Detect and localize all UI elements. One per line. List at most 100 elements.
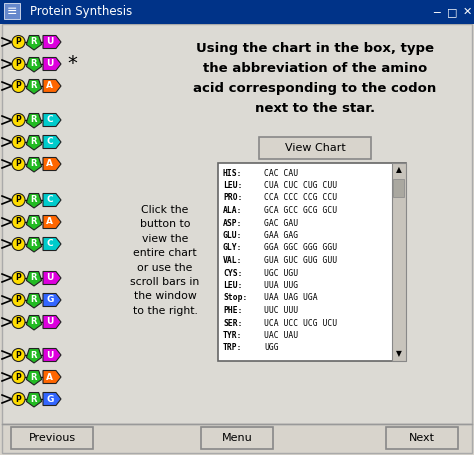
Text: PRO:: PRO:: [223, 193, 243, 202]
Polygon shape: [43, 216, 61, 228]
Circle shape: [12, 193, 25, 207]
Text: R: R: [31, 81, 37, 91]
Text: P: P: [16, 60, 21, 69]
Polygon shape: [27, 272, 42, 286]
Text: C: C: [46, 137, 53, 147]
Text: G: G: [46, 295, 54, 304]
Text: P: P: [16, 350, 21, 359]
Text: CAC CAU: CAC CAU: [264, 168, 298, 177]
Text: SER:: SER:: [223, 318, 243, 328]
FancyBboxPatch shape: [4, 3, 20, 19]
Polygon shape: [27, 193, 42, 208]
Polygon shape: [43, 272, 61, 284]
Text: GLY:: GLY:: [223, 243, 243, 253]
Text: TYR:: TYR:: [223, 331, 243, 340]
Circle shape: [12, 370, 25, 384]
Text: LEU:: LEU:: [223, 181, 243, 190]
FancyBboxPatch shape: [259, 137, 371, 159]
Text: the abbreviation of the amino: the abbreviation of the amino: [203, 62, 427, 75]
Text: GUA GUC GUG GUU: GUA GUC GUG GUU: [264, 256, 337, 265]
Polygon shape: [27, 370, 42, 385]
Circle shape: [12, 157, 25, 171]
Text: A: A: [46, 160, 54, 168]
Text: A: A: [46, 217, 54, 227]
Text: ▲: ▲: [396, 166, 402, 175]
Text: R: R: [31, 160, 37, 168]
Circle shape: [12, 238, 25, 251]
Text: ▼: ▼: [396, 349, 402, 359]
Text: U: U: [46, 350, 54, 359]
Text: *: *: [67, 55, 77, 74]
Text: UUC UUU: UUC UUU: [264, 306, 298, 315]
Text: Menu: Menu: [222, 433, 252, 443]
Text: R: R: [31, 373, 37, 381]
Text: P: P: [16, 239, 21, 248]
Text: GCA GCC GCG GCU: GCA GCC GCG GCU: [264, 206, 337, 215]
Polygon shape: [43, 113, 61, 126]
Polygon shape: [43, 136, 61, 148]
Circle shape: [12, 393, 25, 405]
Text: P: P: [16, 81, 21, 91]
Polygon shape: [43, 80, 61, 92]
Text: UAC UAU: UAC UAU: [264, 331, 298, 340]
Polygon shape: [27, 136, 42, 150]
Text: U: U: [46, 318, 54, 327]
Text: Protein Synthesis: Protein Synthesis: [30, 5, 132, 19]
Text: ALA:: ALA:: [223, 206, 243, 215]
Text: R: R: [31, 196, 37, 204]
Text: UAA UAG UGA: UAA UAG UGA: [264, 293, 318, 303]
Text: CCA CCC CCG CCU: CCA CCC CCG CCU: [264, 193, 337, 202]
Text: CUA CUC CUG CUU: CUA CUC CUG CUU: [264, 181, 337, 190]
Polygon shape: [27, 293, 42, 308]
Polygon shape: [27, 157, 42, 172]
Text: C: C: [46, 116, 53, 125]
Text: UGC UGU: UGC UGU: [264, 268, 298, 278]
Text: G: G: [46, 394, 54, 404]
Circle shape: [12, 315, 25, 329]
Text: UGG: UGG: [264, 344, 279, 353]
Polygon shape: [27, 80, 42, 94]
Text: P: P: [16, 273, 21, 283]
Text: R: R: [31, 239, 37, 248]
Text: Next: Next: [409, 433, 435, 443]
Text: ≡: ≡: [7, 5, 17, 19]
Text: R: R: [31, 350, 37, 359]
Text: R: R: [31, 37, 37, 46]
Polygon shape: [27, 315, 42, 330]
Polygon shape: [43, 157, 61, 171]
Text: Using the chart in the box, type: Using the chart in the box, type: [196, 42, 434, 55]
Text: ─: ─: [434, 7, 440, 17]
Text: P: P: [16, 295, 21, 304]
FancyBboxPatch shape: [2, 24, 472, 424]
Text: Click the
button to
view the
entire chart
or use the
scroll bars in
the window
t: Click the button to view the entire char…: [130, 205, 200, 316]
Polygon shape: [27, 114, 42, 128]
Text: Stop:: Stop:: [223, 293, 247, 303]
Text: GGA GGC GGG GGU: GGA GGC GGG GGU: [264, 243, 337, 253]
Polygon shape: [27, 216, 42, 230]
Text: R: R: [31, 273, 37, 283]
Text: R: R: [31, 217, 37, 227]
Text: P: P: [16, 217, 21, 227]
Text: PHE:: PHE:: [223, 306, 243, 315]
Text: acid corresponding to the codon: acid corresponding to the codon: [193, 82, 437, 95]
FancyBboxPatch shape: [392, 163, 406, 361]
Circle shape: [12, 293, 25, 307]
Text: A: A: [46, 81, 54, 91]
Text: TRP:: TRP:: [223, 344, 243, 353]
Text: GAC GAU: GAC GAU: [264, 218, 298, 228]
Text: R: R: [31, 116, 37, 125]
Text: P: P: [16, 37, 21, 46]
Polygon shape: [43, 349, 61, 362]
Circle shape: [12, 80, 25, 92]
FancyBboxPatch shape: [393, 179, 404, 197]
Text: P: P: [16, 394, 21, 404]
Text: GLU:: GLU:: [223, 231, 243, 240]
Polygon shape: [43, 57, 61, 71]
Polygon shape: [43, 293, 61, 307]
Circle shape: [12, 57, 25, 71]
Polygon shape: [27, 349, 42, 363]
Polygon shape: [27, 238, 42, 252]
FancyBboxPatch shape: [218, 163, 406, 361]
Polygon shape: [43, 393, 61, 405]
Circle shape: [12, 113, 25, 126]
